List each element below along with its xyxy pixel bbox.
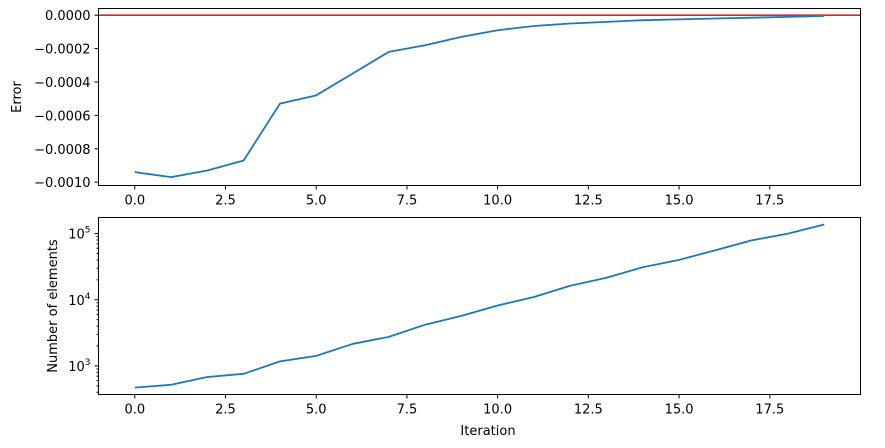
error-x-tick-label: 10.0 bbox=[483, 194, 512, 209]
error-y-tick-label: −0.0004 bbox=[34, 76, 90, 91]
error-x-tick-label: 7.5 bbox=[397, 194, 418, 209]
elements-x-tick-label: 2.5 bbox=[215, 403, 236, 418]
elements-x-tick-label: 0.0 bbox=[124, 403, 145, 418]
elements-x-tick-label: 15.0 bbox=[665, 403, 694, 418]
error-x-tick-label: 0.0 bbox=[124, 194, 145, 209]
elements-y-tick-label: 105 bbox=[68, 226, 90, 243]
elements-x-tick-label: 5.0 bbox=[306, 403, 327, 418]
elements-y-tick-label: 103 bbox=[68, 358, 90, 375]
error-x-tick-label: 15.0 bbox=[665, 194, 694, 209]
error-y-tick-label: −0.0002 bbox=[34, 43, 90, 58]
error-plot-frame bbox=[98, 8, 861, 186]
error-y-tick-label: −0.0006 bbox=[34, 109, 90, 124]
elements-x-axis-label: Iteration bbox=[460, 424, 515, 439]
error-x-tick-label: 17.5 bbox=[755, 194, 784, 209]
elements-x-tick-label: 12.5 bbox=[574, 403, 603, 418]
error-x-tick-label: 12.5 bbox=[574, 194, 603, 209]
error-x-tick-label: 5.0 bbox=[306, 194, 327, 209]
error-y-tick-label: −0.0008 bbox=[34, 143, 90, 158]
error-x-tick-label: 2.5 bbox=[215, 194, 236, 209]
error-series-line bbox=[134, 15, 825, 179]
elements-series-line bbox=[134, 223, 825, 389]
elements-x-tick-label: 17.5 bbox=[755, 403, 784, 418]
elements-x-tick-label: 10.0 bbox=[483, 403, 512, 418]
elements-plot-frame bbox=[98, 217, 861, 395]
elements-y-axis-label: Number of elements bbox=[46, 239, 61, 373]
error-y-tick-label: −0.0010 bbox=[34, 176, 90, 191]
error-chart: Error 0.0 2.5 5.0 7.5 10.0 12.5 15.0 17.5 0.0000… bbox=[10, 8, 861, 209]
elements-y-tick-label: 104 bbox=[68, 292, 91, 309]
error-y-axis-label: Error bbox=[10, 81, 25, 113]
elements-chart: Number of elements Iteration 0.0 2.5 5.0 7.… bbox=[46, 217, 861, 439]
error-y-tick-label: 0.0000 bbox=[45, 9, 91, 24]
elements-x-tick-label: 7.5 bbox=[397, 403, 418, 418]
